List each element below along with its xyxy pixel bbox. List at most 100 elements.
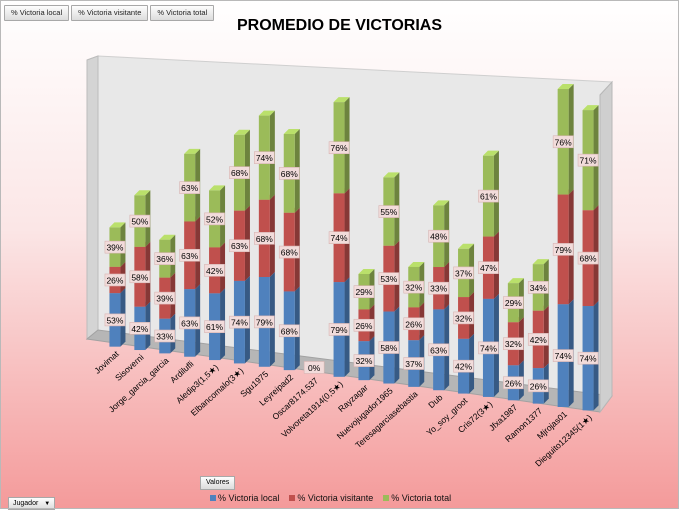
data-label-bg-2-2 <box>154 252 176 265</box>
data-label-2-0: 39% <box>106 243 123 253</box>
data-label-bg-1-14 <box>453 311 474 325</box>
data-label-0-11: 58% <box>380 343 397 353</box>
data-label-2-19: 71% <box>580 156 597 166</box>
data-label-bg-0-13 <box>428 343 449 357</box>
data-label-bg-1-1 <box>129 270 151 284</box>
chart-title: PROMEDIO DE VICTORIAS <box>236 17 443 34</box>
data-label-bg-1-7 <box>278 245 300 259</box>
data-label-1-15: 47% <box>480 263 497 273</box>
data-label-0-16: 26% <box>505 378 522 388</box>
data-label-bg-2-1 <box>129 214 151 228</box>
data-label-bg-1-17 <box>527 333 549 346</box>
jugador-filter-button[interactable]: Jugador ▼ <box>8 497 56 510</box>
data-label-2-1: 50% <box>131 217 148 227</box>
data-label-1-9: 74% <box>331 233 348 243</box>
data-label-0-2: 33% <box>156 332 173 342</box>
data-label-0-13: 63% <box>430 345 447 355</box>
legend-item-local: % Victoria local <box>210 493 279 503</box>
data-label-0-7: 68% <box>281 326 298 336</box>
bar-top-2-13 <box>433 200 450 206</box>
data-label-bg-0-19 <box>577 351 599 365</box>
data-label-1-16: 32% <box>505 339 522 349</box>
data-label-2-17: 34% <box>530 283 547 293</box>
data-label-1-17: 42% <box>530 335 547 345</box>
data-label-2-16: 29% <box>505 298 522 308</box>
data-label-bg-0-16 <box>503 376 524 390</box>
data-label-bg-0-11 <box>378 341 400 354</box>
data-label-0-8: 0% <box>308 363 321 373</box>
data-label-bg-0-6 <box>254 315 275 329</box>
category-label-13: Dub <box>426 392 444 410</box>
data-label-bg-0-8 <box>303 361 325 374</box>
data-label-2-12: 32% <box>405 283 422 293</box>
data-label-0-6: 79% <box>256 317 273 327</box>
data-label-1-19: 68% <box>580 254 597 264</box>
bar-top-2-17 <box>532 259 549 265</box>
data-label-bg-2-3 <box>179 181 200 194</box>
data-label-2-10: 29% <box>355 287 372 297</box>
data-label-0-17: 26% <box>530 381 547 391</box>
bar-top-2-4 <box>209 185 226 191</box>
data-label-bg-2-6 <box>254 151 275 164</box>
legend-label-total: % Victoria total <box>391 493 452 503</box>
data-label-bg-1-13 <box>428 281 449 295</box>
bar-top-2-7 <box>283 128 300 134</box>
data-label-bg-2-16 <box>503 296 524 309</box>
bar-top-2-16 <box>507 278 524 284</box>
data-label-bg-2-12 <box>403 280 425 294</box>
data-label-1-7: 68% <box>281 248 298 258</box>
data-label-bg-2-4 <box>204 212 225 226</box>
field-button-visitante[interactable]: % Victoria visitante <box>71 5 149 21</box>
data-label-2-15: 61% <box>480 192 497 202</box>
field-buttons: % Victoria local % Victoria visitante % … <box>4 5 215 21</box>
data-label-2-11: 55% <box>380 207 397 217</box>
data-label-2-9: 76% <box>331 143 348 153</box>
bar-top-2-5 <box>233 129 250 135</box>
data-label-1-0: 26% <box>106 275 123 285</box>
data-label-1-12: 26% <box>405 319 422 329</box>
data-label-bg-1-6 <box>254 232 275 245</box>
bar-top-2-1 <box>134 190 151 196</box>
data-label-bg-1-2 <box>154 291 176 305</box>
data-label-bg-1-15 <box>478 261 499 274</box>
data-label-bg-1-4 <box>204 264 225 277</box>
jugador-label: Jugador <box>13 500 39 507</box>
bar-top-2-15 <box>482 150 499 156</box>
data-label-2-14: 37% <box>455 268 472 278</box>
chart-side-wall <box>86 55 99 341</box>
data-label-bg-1-9 <box>328 231 350 244</box>
data-label-bg-2-10 <box>353 285 375 298</box>
data-label-bg-2-13 <box>428 229 449 243</box>
valores-button[interactable]: Valores <box>200 476 236 490</box>
bar-top-2-3 <box>184 148 201 154</box>
field-button-total[interactable]: % Victoria total <box>150 5 215 21</box>
data-label-bg-1-12 <box>403 317 425 331</box>
data-label-2-3: 63% <box>181 183 198 193</box>
data-label-bg-1-0 <box>104 273 126 287</box>
legend-item-total: % Victoria total <box>383 493 451 503</box>
data-label-0-10: 32% <box>355 356 372 366</box>
data-label-bg-1-11 <box>378 272 400 285</box>
bar-top-2-14 <box>458 243 475 249</box>
data-label-2-4: 52% <box>206 214 223 224</box>
data-label-bg-0-15 <box>478 341 499 355</box>
bar-top-2-19 <box>582 105 599 111</box>
data-label-2-18: 76% <box>555 137 572 147</box>
data-label-1-10: 26% <box>355 321 372 331</box>
data-label-bg-1-5 <box>229 239 250 253</box>
bar-top-2-0 <box>109 222 126 228</box>
data-label-bg-0-9 <box>328 323 350 336</box>
bar-top-2-11 <box>383 172 400 178</box>
data-label-0-3: 63% <box>181 318 198 328</box>
data-label-0-19: 74% <box>580 354 597 364</box>
data-label-bg-0-7 <box>278 324 300 338</box>
field-button-local[interactable]: % Victoria local <box>4 5 70 21</box>
data-label-bg-0-10 <box>353 354 375 367</box>
data-label-0-5: 74% <box>231 318 248 328</box>
data-label-1-5: 63% <box>231 241 248 251</box>
data-label-0-18: 74% <box>555 351 572 361</box>
legend-swatch-local <box>210 495 216 501</box>
data-label-2-5: 68% <box>231 168 248 178</box>
data-label-1-18: 79% <box>555 245 572 255</box>
